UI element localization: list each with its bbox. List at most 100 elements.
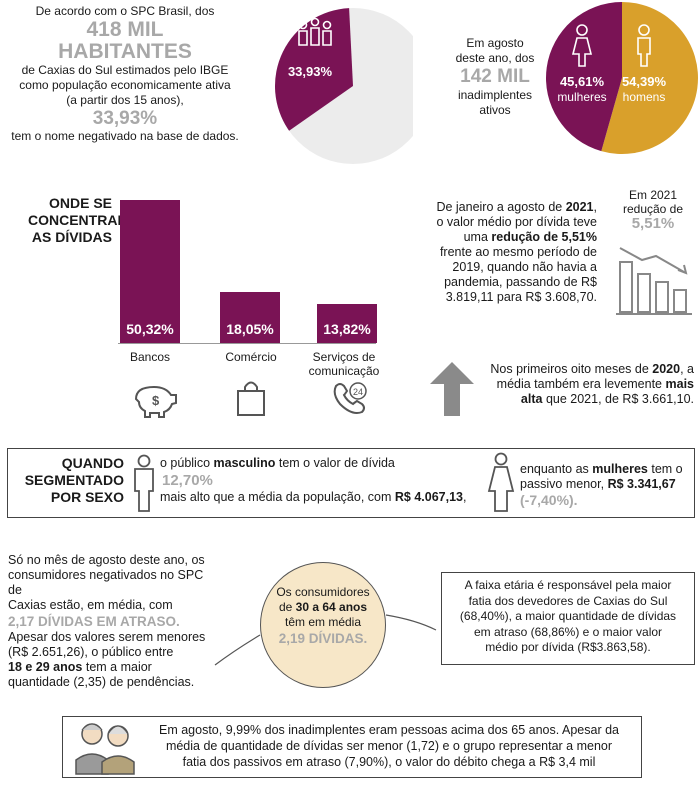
text-span: passivo menor, [520, 477, 605, 491]
feminino-pct: (-7,40%). [520, 492, 578, 508]
text-line: Apesar dos valores serem menores [8, 630, 206, 644]
text-line: fatia dos devedores de Caxias do Sul [468, 593, 668, 608]
men-label: homens [623, 90, 666, 104]
bar-value-label: 18,05% [226, 321, 274, 337]
habitantes-label: HABITANTES [58, 40, 192, 63]
text-line: o público masculino tem o valor de dívid… [160, 456, 480, 471]
text-span: enquanto as [520, 462, 589, 476]
text-line: Caxias estão, em média, com [8, 598, 173, 612]
masculino-pct: 12,70% [162, 472, 213, 489]
text-line: passivo menor, R$ 3.341,67 [520, 477, 696, 492]
intro-text: De acordo com o SPC Brasil, dos [35, 4, 215, 18]
text-span: que 2021, de R$ 3.661,10. [545, 392, 694, 406]
text-line: Só no mês de agosto deste ano, os [8, 553, 205, 567]
chart-baseline [118, 343, 376, 344]
text-line: frente ao mesmo período de [439, 245, 597, 259]
text-line: (68,40%), a maior quantidade de dívidas [459, 609, 677, 623]
arrow-up-icon [430, 362, 474, 416]
masculino-value: R$ 4.067,13 [394, 490, 463, 504]
text-line: consumidores negativados no SPC de [8, 568, 204, 597]
year-2020: 2020 [652, 362, 681, 376]
bar-value-label: 13,82% [323, 321, 371, 337]
text-line: alta que 2021, de R$ 3.661,10. [484, 392, 694, 407]
bar-3 [317, 303, 377, 343]
text-line: mais alto que a média da população, com … [160, 490, 467, 504]
bar-1 [120, 200, 180, 343]
text-line: como população economicamente ativa [19, 78, 231, 92]
concentram-title: ONDE SE CONCENTRAM AS DÍVIDAS [28, 195, 130, 246]
text-span: tem o [651, 462, 683, 476]
text-line: deste ano, dos [455, 51, 535, 65]
text-line: A faixa etária é responsável pela maior [464, 578, 672, 592]
text-span: tem a maior [85, 660, 152, 674]
phone-24h-icon: 24 [333, 382, 367, 414]
reducao-highlight: redução de 5,51% [491, 230, 597, 244]
dividas-em-atraso: 2,17 DÍVIDAS EM ATRASO. [8, 614, 180, 629]
negativado-pct: 33,93% [92, 108, 158, 129]
text-span: uma [463, 230, 488, 244]
text-line: de 30 a 64 anos [261, 600, 385, 615]
idosos-box [62, 716, 642, 778]
habitantes-number: 418 MIL [86, 18, 164, 41]
text-span: mais alto que a média da população, com [160, 490, 392, 504]
text-line: Nos primeiros oito meses de 2020, a [490, 362, 694, 376]
text-span: de [278, 600, 293, 614]
pie-men-slice [601, 2, 698, 154]
bar-2 [220, 291, 280, 343]
svg-text:$: $ [152, 393, 160, 408]
text-line: redução de [622, 202, 684, 216]
text-line: Em 2021 [628, 188, 678, 202]
text-line: pandemia, passando de R$ [444, 275, 597, 289]
text-line: médio por dívida (R$3.863,58). [485, 640, 651, 654]
text-line: o valor médio por dívida teve [436, 215, 597, 229]
text-line: Em agosto [466, 36, 524, 50]
man-icon [637, 24, 651, 67]
text-bold: mais [665, 377, 695, 391]
title-line: AS DÍVIDAS [31, 229, 112, 245]
elderly-couple-icon [75, 723, 135, 775]
title-line: ONDE SE [48, 195, 112, 211]
title-line: QUANDO [61, 455, 124, 471]
text-line: quantidade (2,35) de pendências. [8, 675, 195, 689]
consumidores-30-64-circle: Os consumidores de 30 a 64 anos têm em m… [260, 562, 386, 688]
category-label-line: Serviços de [312, 350, 376, 364]
text-line: (a partir dos 15 anos), [66, 93, 184, 107]
piggy-bank-icon: $ [134, 385, 177, 418]
title-line: SEGMENTADO [24, 472, 124, 488]
reducao-side: Em 2021 redução de 5,51% [612, 188, 694, 232]
text-line: Os consumidores [276, 585, 370, 599]
text-bold: mulheres [592, 462, 648, 476]
age-range: 30 a 64 anos [295, 600, 368, 614]
segmentado-box [7, 448, 695, 518]
text-line: de Caxias do Sul estimados pelo IBGE [21, 63, 229, 77]
text-line: tem o nome negativado na base de dados. [11, 129, 239, 143]
dividas-value: 2,19 DÍVIDAS. [278, 631, 368, 646]
title-line: POR SEXO [50, 489, 124, 505]
text-span: média também era levemente [496, 377, 663, 391]
text-line: média de quantidade de dívidas ser menor… [165, 739, 613, 753]
feminino-text: enquanto as mulheres tem o passivo menor… [520, 462, 696, 509]
text-line: 3.819,11 para R$ 3.608,70. [445, 290, 597, 304]
age-range: 18 e 29 anos [8, 660, 83, 674]
text-line: em atraso (68,86%) e o maior valor [473, 624, 663, 639]
year-2021: 2021 [565, 200, 594, 214]
reducao-text: De janeiro a agosto de 2021, o valor méd… [417, 200, 597, 305]
text-line: 18 e 29 anos tem a maior [8, 660, 220, 675]
pie-negativado-slice [275, 8, 353, 131]
primeiros-meses-text: Nos primeiros oito meses de 2020, a médi… [484, 362, 694, 407]
svg-text:24: 24 [353, 387, 363, 397]
segmentado-title: QUANDO SEGMENTADO POR SEXO [12, 455, 124, 506]
text-line: fatia dos passivos em atraso (7,90%), o … [182, 755, 596, 769]
agosto-text: Só no mês de agosto deste ano, os consum… [8, 553, 220, 690]
pie-women-slice [546, 2, 622, 152]
faixa-etaria-box: A faixa etária é responsável pela maior … [441, 572, 695, 665]
title-line: CONCENTRAM [28, 212, 130, 228]
text-line: (R$ 2.651,26), o público entre [8, 645, 174, 659]
text-line: média também era levemente mais [484, 377, 694, 392]
text-line: uma redução de 5,51% [417, 230, 597, 245]
text-bold: alta [520, 392, 543, 406]
category-label-servicos: Serviços de comunicação [304, 350, 384, 378]
idosos-text: Em agosto, 9,99% dos inadimplentes eram … [140, 722, 638, 770]
men-pct: 54,39% [622, 74, 667, 89]
text-line: Em agosto, 9,99% dos inadimplentes eram … [159, 723, 619, 737]
